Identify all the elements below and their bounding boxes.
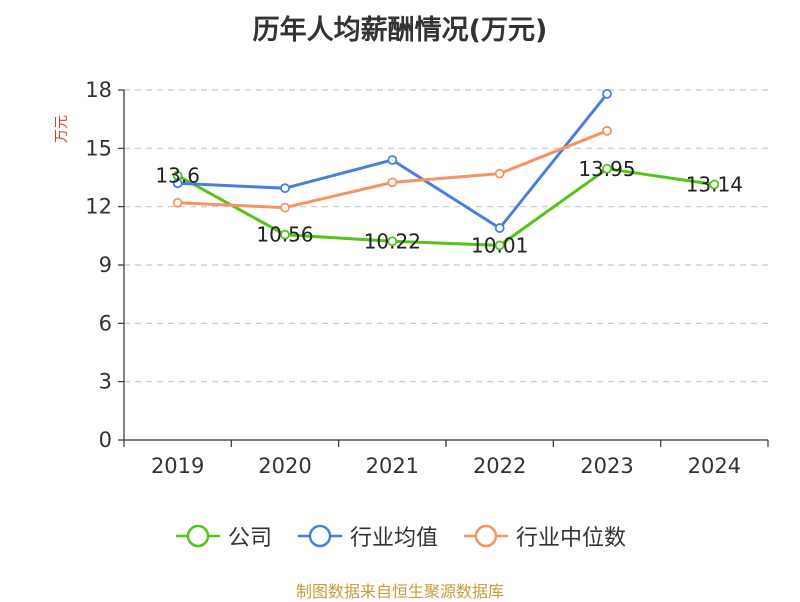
data-point	[280, 202, 290, 213]
series-points	[172, 88, 720, 251]
y-tick-label: 9	[99, 253, 112, 277]
data-label: 10.22	[364, 229, 421, 253]
legend-item-industry-mean[interactable]: 行业均值	[296, 520, 438, 552]
legend-item-company[interactable]: 公司	[174, 520, 272, 552]
source-note: 制图数据来自恒生聚源数据库	[295, 582, 504, 601]
data-label: 13.6	[155, 164, 200, 188]
y-tick-label: 6	[99, 311, 112, 335]
data-point	[387, 177, 398, 188]
data-point	[280, 229, 290, 240]
data-point	[602, 125, 612, 136]
legend-swatch-industry-mean	[297, 524, 342, 548]
x-tick-label: 2023	[580, 454, 633, 478]
y-tick-label: 3	[99, 370, 112, 394]
x-tick-label: 2021	[366, 454, 419, 478]
y-tick-label: 15	[85, 136, 112, 160]
data-point	[387, 236, 398, 247]
data-label: 10.01	[471, 233, 528, 257]
series-line-0	[176, 167, 716, 247]
series-line-2	[176, 129, 609, 210]
data-point	[602, 88, 612, 99]
data-point	[387, 155, 398, 165]
data-point	[494, 240, 505, 251]
axes: 0 3 6 9 12 15 18 2019 2020 2021 2022 2023 2024	[85, 78, 769, 478]
data-point	[494, 168, 505, 179]
legend-swatch-industry-median	[464, 524, 508, 548]
data-label: 13.95	[578, 157, 635, 181]
legend-label-industry-mean: 行业均值	[349, 526, 438, 551]
data-label: 13.14	[686, 173, 743, 197]
x-tick-label: 2022	[473, 454, 526, 478]
y-tick-label: 18	[85, 78, 112, 102]
data-point	[602, 163, 612, 174]
x-tick-label: 2020	[258, 454, 311, 478]
x-tick-label: 2019	[151, 454, 204, 478]
legend: 公司 行业均值 行业中位数	[0, 520, 800, 552]
gridlines	[124, 89, 768, 383]
data-point	[494, 223, 505, 233]
legend-label-industry-median: 行业中位数	[516, 526, 627, 551]
data-point	[709, 179, 720, 190]
data-label: 10.56	[256, 223, 313, 247]
x-tick-label: 2024	[688, 454, 741, 478]
y-tick-label: 12	[85, 195, 112, 219]
data-point	[172, 197, 183, 208]
legend-swatch-company	[175, 524, 220, 548]
legend-item-industry-median[interactable]: 行业中位数	[462, 520, 626, 552]
chart-title: 历年人均薪酬情况(万元)	[252, 15, 548, 46]
data-point	[280, 183, 290, 194]
legend-label-company: 公司	[227, 526, 272, 551]
data-point	[172, 178, 183, 189]
y-tick-label: 0	[99, 428, 112, 452]
data-labels: 13.6 10.56 10.22 10.01 13.95 13.14	[155, 157, 743, 258]
